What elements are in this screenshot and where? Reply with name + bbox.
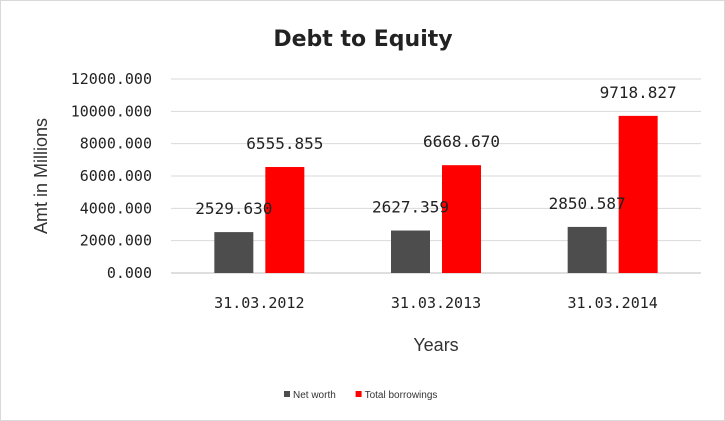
bar-net-worth	[567, 226, 607, 273]
bar-total-borrowings	[442, 165, 481, 273]
legend-label: Total borrowings	[365, 390, 438, 401]
bar-net-worth	[214, 232, 254, 273]
bar-net-worth	[391, 230, 430, 273]
chart-title: Debt to Equity	[273, 27, 452, 52]
bars	[214, 115, 658, 273]
data-label: 2529.630	[195, 199, 272, 218]
legend-swatch	[355, 391, 362, 397]
legend-label: Net worth	[293, 390, 336, 401]
y-tick-label: 0.000	[107, 264, 152, 282]
x-tick-label: 31.03.2012	[214, 294, 304, 312]
bar-total-borrowings	[265, 167, 305, 273]
x-tick-label: 31.03.2014	[568, 294, 658, 312]
x-tick-label: 31.03.2013	[391, 294, 481, 312]
data-label: 6668.670	[423, 132, 500, 151]
bar-total-borrowings	[618, 115, 658, 273]
legend: Net worth Total borrowings	[284, 390, 437, 401]
y-tick-label: 10000.000	[71, 102, 152, 120]
y-tick-label: 6000.000	[80, 167, 152, 185]
y-tick-label: 12000.000	[71, 70, 152, 88]
y-tick-label: 2000.000	[80, 232, 152, 250]
gridlines: 0.000 2000.000 4000.000 6000.000 8000.000 100…	[71, 70, 701, 282]
data-label: 6555.855	[246, 134, 323, 153]
x-axis-title: Years	[413, 335, 458, 355]
data-labels: 31.03.2012 2529.630 6555.855 31.03.2013 2627…	[195, 83, 676, 312]
y-tick-label: 4000.000	[80, 199, 152, 217]
data-label: 2850.587	[549, 194, 626, 213]
y-tick-label: 8000.000	[80, 135, 152, 153]
data-label: 9718.827	[600, 83, 677, 102]
y-axis-title: Amt in Millions	[31, 118, 51, 234]
data-label: 2627.359	[372, 198, 449, 217]
legend-swatch	[284, 391, 290, 397]
